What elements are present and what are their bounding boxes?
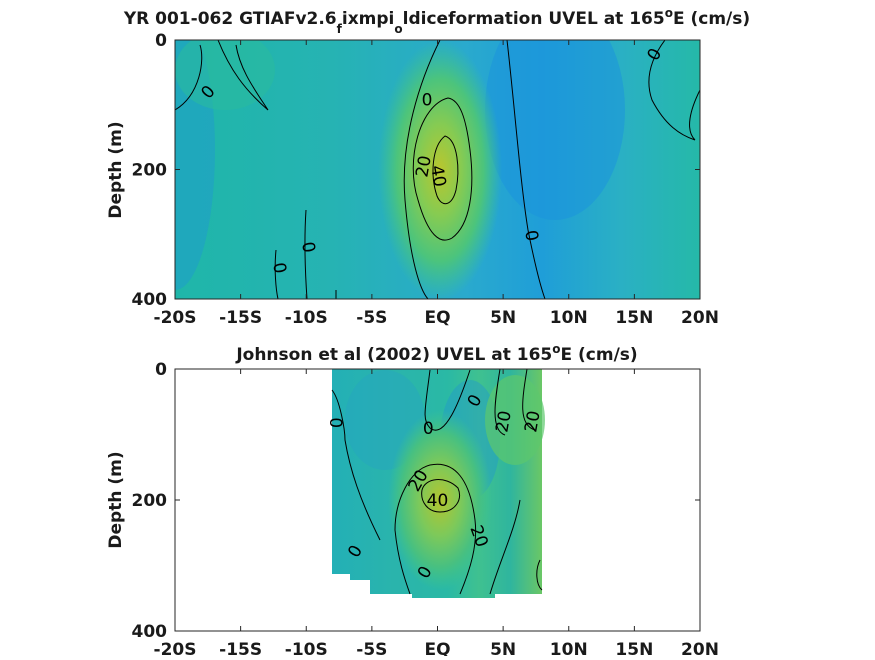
y-tick-label: 200 bbox=[132, 491, 168, 511]
y-tick-label: 400 bbox=[132, 622, 168, 642]
x-tick-label: -15S bbox=[219, 640, 262, 656]
contour-label: 0 bbox=[423, 419, 434, 439]
x-tick-label: 10N bbox=[550, 308, 588, 328]
contour-label: 0 bbox=[268, 261, 290, 275]
zero-contour bbox=[175, 40, 269, 111]
y-axis-label: Depth (m) bbox=[106, 451, 126, 548]
contour-label: 40 bbox=[426, 164, 449, 189]
contour-label: 20 bbox=[492, 409, 515, 434]
blue-patch bbox=[485, 40, 625, 220]
x-tick-label: 5N bbox=[490, 308, 516, 328]
zero-contour bbox=[489, 499, 543, 595]
contour-label: 20 bbox=[412, 154, 435, 179]
upper-panel: YR 001-062 GTIAFv2.6fixmpioldiceformatio… bbox=[106, 6, 750, 328]
x-tick-label: -10S bbox=[285, 640, 328, 656]
x-tick-label: -10S bbox=[285, 308, 328, 328]
x-tick-label: 20N bbox=[681, 640, 719, 656]
y-tick-label: 400 bbox=[132, 290, 168, 310]
forty-contour bbox=[432, 135, 459, 205]
undercurrent-core bbox=[388, 410, 492, 590]
zero-contour bbox=[331, 369, 471, 541]
contour-label: 0 bbox=[422, 91, 433, 111]
zero-contour bbox=[506, 40, 546, 300]
x-tick-label: -5S bbox=[356, 308, 387, 328]
chart-title: YR 001-062 GTIAFv2.6fixmpioldiceformatio… bbox=[123, 6, 750, 36]
x-tick-label: 15N bbox=[615, 308, 653, 328]
zero-contour bbox=[648, 40, 700, 141]
green-patch bbox=[485, 375, 545, 465]
zero-contour bbox=[403, 40, 441, 300]
x-tick-label: -5S bbox=[356, 640, 387, 656]
twenty-contour bbox=[394, 463, 477, 595]
x-tick-label: -20S bbox=[154, 640, 197, 656]
y-axis-label: Depth (m) bbox=[106, 121, 126, 218]
x-tick-label: 10N bbox=[550, 640, 588, 656]
chart-title: Johnson et al (2002) UVEL at 165oE (cm/s… bbox=[235, 342, 637, 365]
contour-label: 40 bbox=[427, 491, 449, 511]
x-tick-label: EQ bbox=[424, 640, 450, 656]
twenty-contour bbox=[412, 97, 473, 241]
y-tick-label: 0 bbox=[155, 360, 167, 380]
x-tick-label: EQ bbox=[424, 308, 450, 328]
twenty-contour bbox=[494, 369, 536, 436]
contour-label: 0 bbox=[520, 229, 542, 243]
x-tick-label: -15S bbox=[219, 308, 262, 328]
y-tick-label: 200 bbox=[132, 161, 168, 181]
contour-label: 0 bbox=[297, 240, 319, 254]
forty-contour bbox=[421, 479, 460, 513]
x-tick-label: 5N bbox=[490, 640, 516, 656]
zero-contour bbox=[274, 209, 337, 300]
lower-panel: Johnson et al (2002) UVEL at 165oE (cm/s… bbox=[106, 342, 719, 660]
contour-label: 0 bbox=[327, 417, 347, 428]
x-tick-label: 20N bbox=[681, 308, 719, 328]
x-tick-label: 15N bbox=[615, 640, 653, 656]
x-tick-label: -20S bbox=[154, 308, 197, 328]
contour-label: 20 bbox=[521, 409, 544, 434]
y-tick-label: 0 bbox=[155, 31, 167, 51]
